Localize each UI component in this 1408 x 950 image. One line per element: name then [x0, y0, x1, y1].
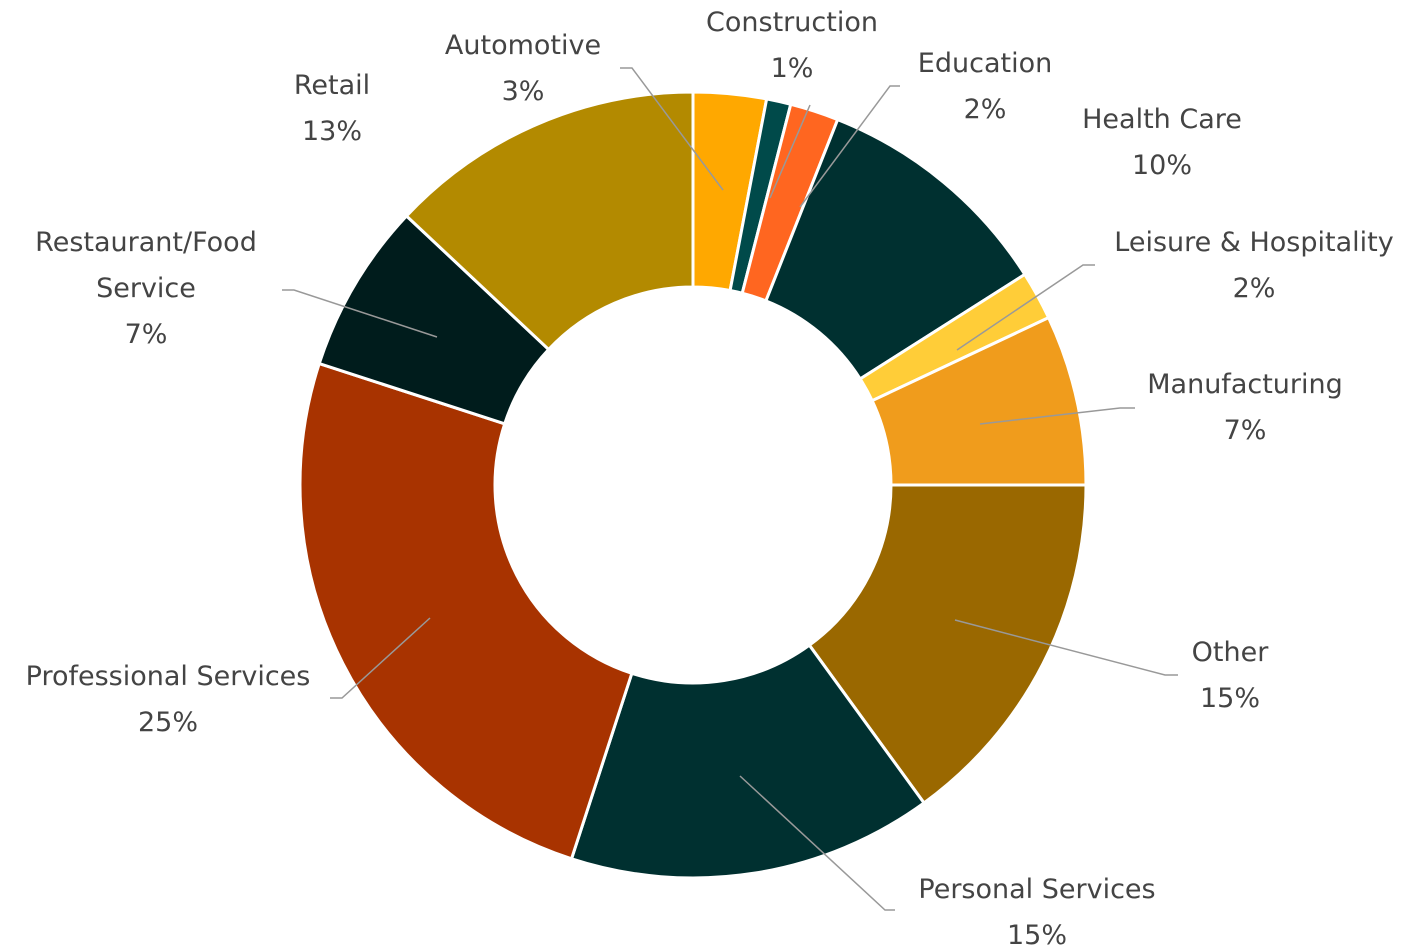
- value-label: 3%: [501, 76, 545, 107]
- slice-label: Professional Services 25%: [26, 654, 311, 746]
- leader-line: [956, 264, 1095, 351]
- value-label: 10%: [1131, 150, 1193, 181]
- category-label: Restaurant/Food Service: [35, 227, 257, 304]
- slice-label: Automotive 3%: [445, 23, 601, 115]
- category-label: Professional Services: [25, 661, 311, 692]
- leader-line: [954, 619, 1178, 676]
- donut-slice: [807, 483, 1088, 806]
- category-label: Leisure & Hospitality: [1114, 227, 1394, 258]
- value-label: 15%: [1199, 683, 1261, 714]
- category-label: Automotive: [444, 30, 602, 61]
- category-label: Health Care: [1082, 104, 1242, 135]
- slice-label: Health Care 10%: [1082, 97, 1242, 189]
- category-label: Manufacturing: [1147, 369, 1343, 400]
- leader-line: [979, 407, 1135, 425]
- value-label: 1%: [770, 53, 814, 84]
- slice-label: Personal Services 15%: [918, 867, 1155, 950]
- leader-line: [620, 67, 724, 191]
- slice-label: Retail 13%: [294, 63, 370, 155]
- value-label: 2%: [1232, 273, 1276, 304]
- leader-line: [769, 104, 811, 199]
- slice-label: Restaurant/Food Service 7%: [11, 220, 281, 358]
- value-label: 15%: [1006, 920, 1067, 950]
- slice-label: Education 2%: [918, 41, 1052, 133]
- leader-line: [739, 775, 895, 911]
- slice-label: Other 15%: [1192, 630, 1269, 722]
- value-label: 7%: [124, 319, 168, 350]
- donut-slice: [404, 90, 695, 352]
- value-label: 2%: [963, 94, 1007, 125]
- value-label: 7%: [1223, 415, 1267, 446]
- category-label: Retail: [293, 70, 371, 101]
- value-label: 13%: [301, 116, 363, 147]
- leader-line: [282, 289, 438, 338]
- leader-line: [330, 617, 431, 699]
- donut-slice: [569, 643, 927, 880]
- slice-label: Construction 1%: [706, 0, 878, 92]
- value-label: 25%: [137, 707, 199, 738]
- category-label: Construction: [706, 7, 878, 38]
- leader-line: [799, 85, 900, 208]
- slice-label: Leisure & Hospitality 2%: [1114, 220, 1393, 312]
- donut-slice: [298, 361, 634, 861]
- category-label: Other: [1191, 637, 1269, 668]
- category-label: Education: [917, 48, 1053, 79]
- slice-label: Manufacturing 7%: [1147, 362, 1343, 454]
- category-label: Personal Services: [918, 874, 1156, 905]
